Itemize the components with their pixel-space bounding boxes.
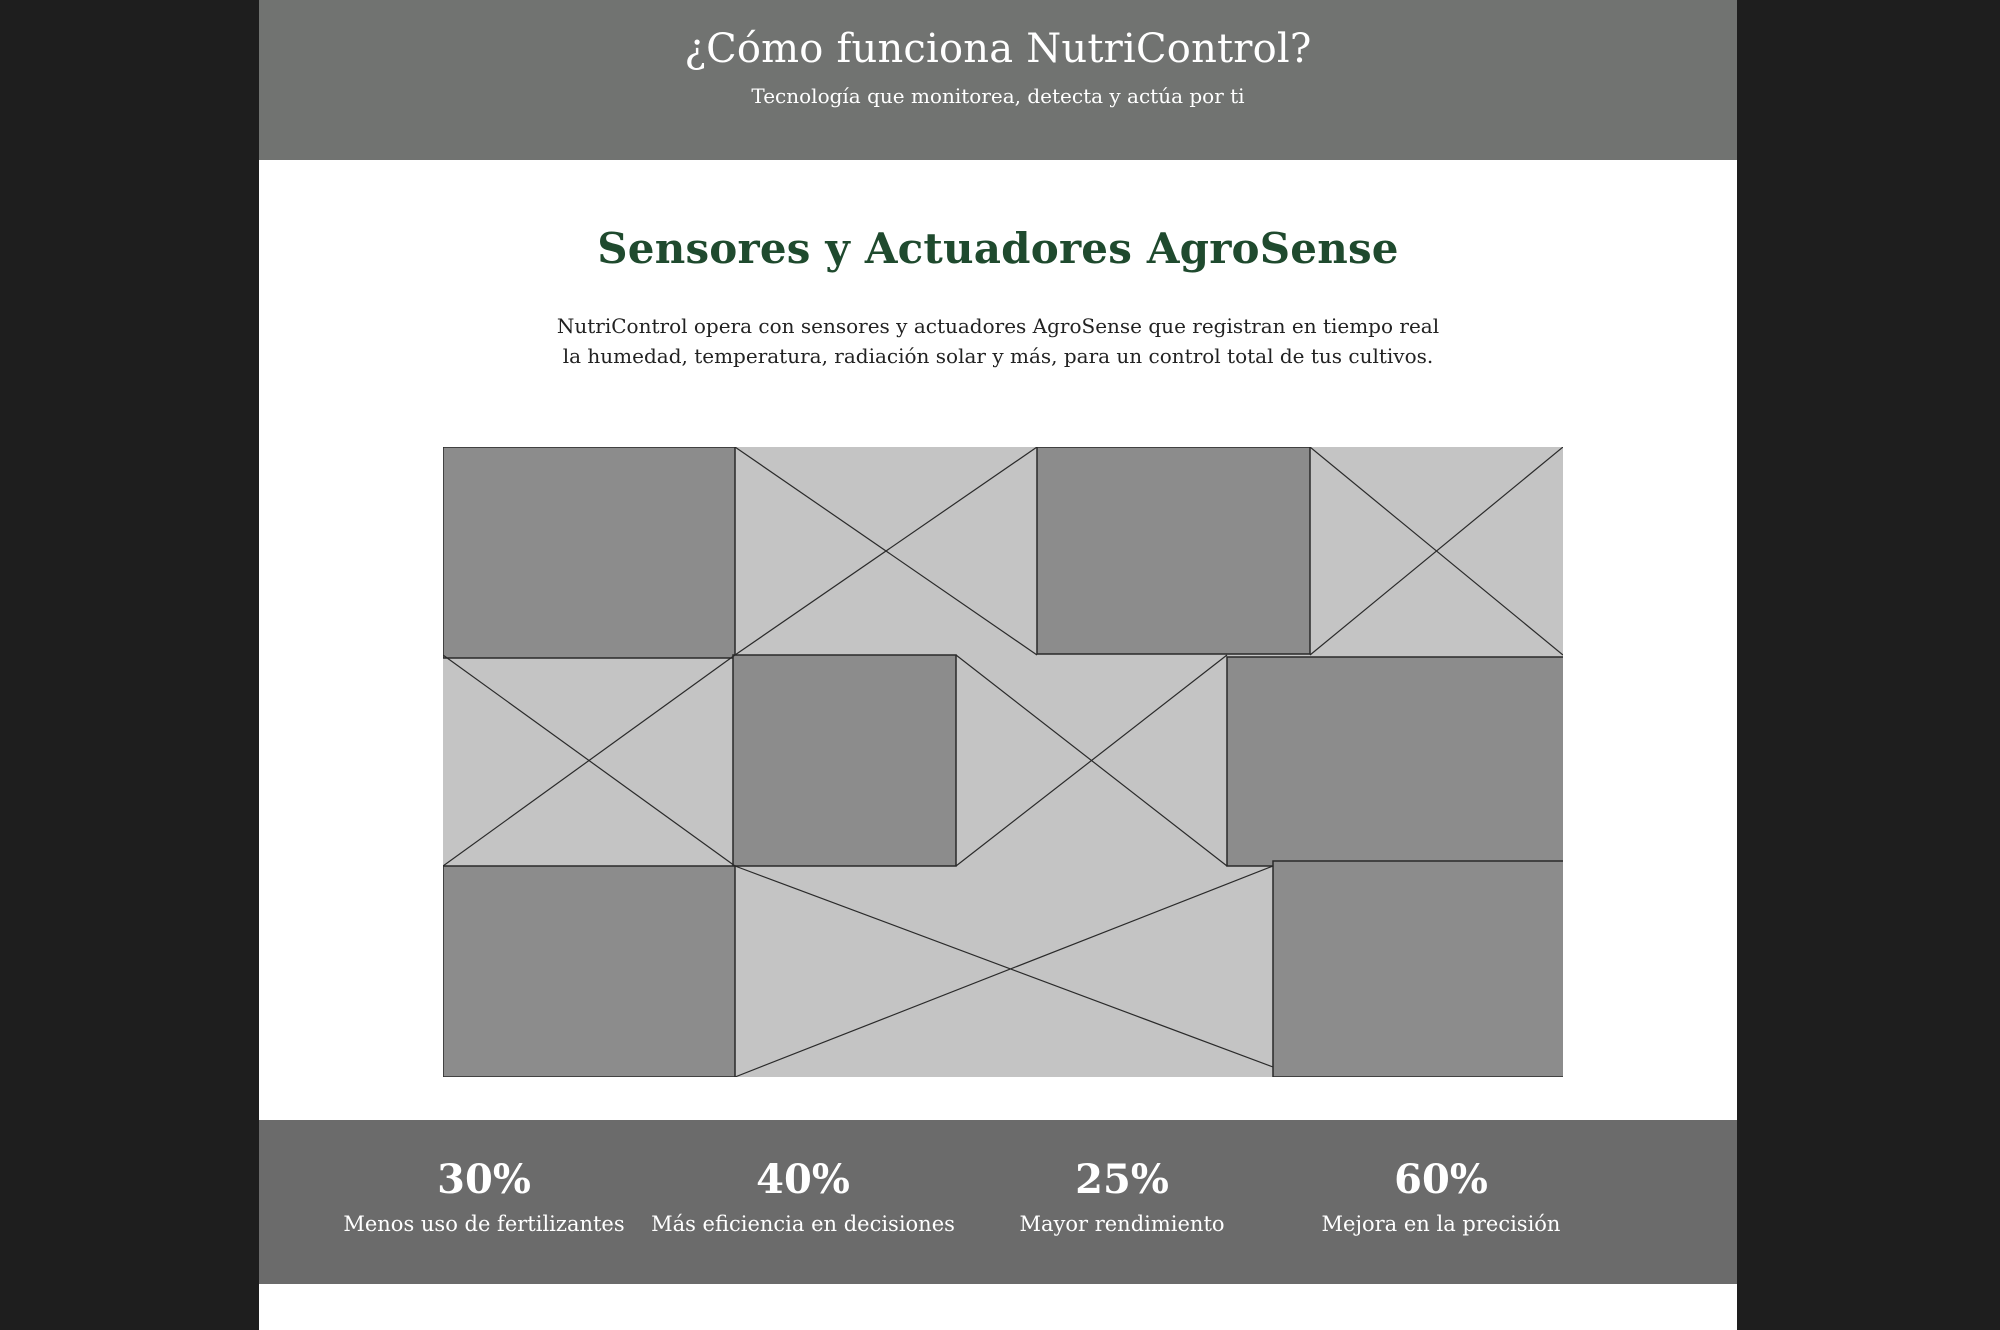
stat-value: 40% (756, 1156, 850, 1203)
hero-subtitle: Tecnología que monitorea, detecta y actú… (751, 84, 1245, 108)
section-title: Sensores y Actuadores AgroSense (597, 224, 1399, 273)
gallery-canvas (443, 447, 1563, 1077)
page: ¿Cómo funciona NutriControl? Tecnología … (259, 0, 1737, 1330)
gallery-image-4[interactable] (1226, 656, 1563, 867)
gallery-placeholder-2[interactable] (1309, 447, 1563, 656)
stat-value: 60% (1394, 1156, 1488, 1203)
hero-title: ¿Cómo funciona NutriControl? (684, 26, 1312, 72)
gallery-image-3[interactable] (732, 654, 957, 867)
gallery-placeholder-3[interactable] (443, 654, 736, 867)
gallery-placeholder-1[interactable] (734, 447, 1038, 656)
stat-value: 25% (1075, 1156, 1169, 1203)
stat-value: 30% (437, 1156, 531, 1203)
section-description: NutriControl opera con sensores y actuad… (556, 314, 1440, 368)
gallery-image-1[interactable] (443, 447, 736, 659)
gallery-placeholder-4[interactable] (955, 654, 1228, 867)
stat-label: Menos uso de fertilizantes (343, 1212, 625, 1236)
stats-bar: 30% Menos uso de fertilizantes 40% Más e… (259, 1120, 1737, 1284)
sensor-image-gallery (443, 447, 1563, 1077)
gallery-image-6[interactable] (1272, 860, 1563, 1077)
gallery-image-2[interactable] (1036, 447, 1311, 655)
gallery-image-5[interactable] (443, 865, 736, 1077)
hero-banner: ¿Cómo funciona NutriControl? Tecnología … (259, 0, 1737, 160)
stat-label: Mayor rendimiento (1019, 1212, 1225, 1236)
gallery-placeholder-5[interactable] (734, 865, 1274, 1077)
stat-label: Más eficiencia en decisiones (651, 1212, 955, 1236)
stat-label: Mejora en la precisión (1321, 1212, 1561, 1236)
